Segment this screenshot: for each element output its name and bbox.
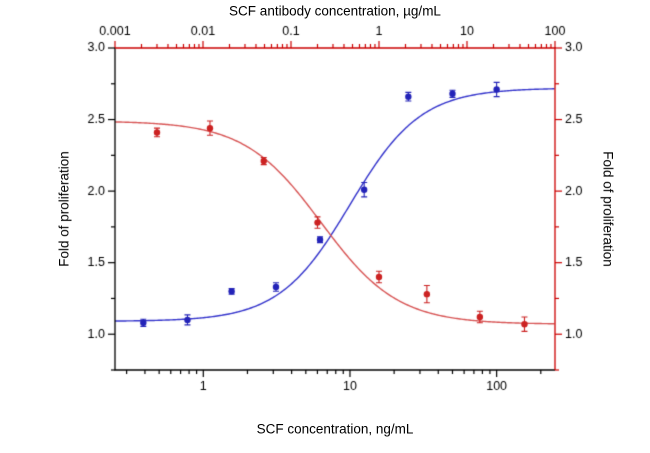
right-axis-title: Fold of proliferation (600, 151, 616, 267)
bottom-axis-title: SCF concentration, ng/mL (256, 421, 414, 437)
left-axis-title: Fold of proliferation (56, 151, 72, 267)
top-axis-title: SCF antibody concentration, µg/mL (229, 3, 441, 19)
